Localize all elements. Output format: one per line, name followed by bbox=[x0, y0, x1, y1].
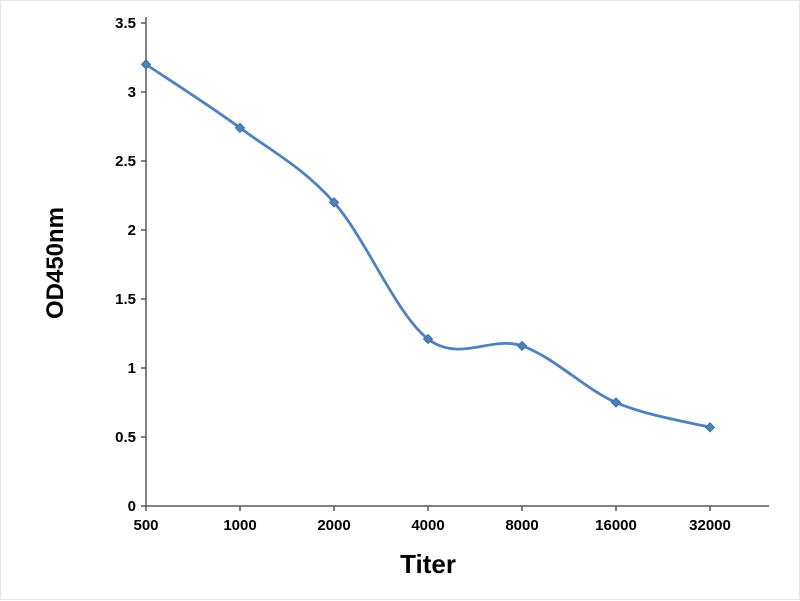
y-tick-label: 0.5 bbox=[115, 429, 136, 446]
y-tick-label: 1.5 bbox=[115, 291, 136, 308]
plot-area: 0 0.5 1 1.5 2 2.5 3 3.5 500 1000 2000 4000 8000 16000… bbox=[115, 15, 769, 534]
x-tick-label: 8000 bbox=[505, 517, 538, 534]
x-tick-label: 32000 bbox=[689, 517, 731, 534]
data-point-marker bbox=[516, 340, 528, 352]
y-tick-label: 3.5 bbox=[115, 15, 136, 32]
x-tick-label: 16000 bbox=[595, 517, 637, 534]
y-axis-title: OD450nm bbox=[42, 207, 69, 319]
x-tick-label: 4000 bbox=[411, 517, 444, 534]
y-tick-label: 3 bbox=[128, 84, 136, 101]
series-line bbox=[144, 63, 712, 429]
data-point-marker bbox=[234, 122, 246, 134]
x-tick-label: 2000 bbox=[317, 517, 350, 534]
x-tick-label: 1000 bbox=[223, 517, 256, 534]
y-tick-label: 2 bbox=[128, 222, 136, 239]
data-point-marker bbox=[140, 59, 152, 70]
y-tick-label: 1 bbox=[128, 360, 136, 377]
data-point-marker bbox=[610, 397, 622, 408]
x-axis-title: Titer bbox=[400, 549, 456, 579]
data-point-marker bbox=[704, 422, 716, 433]
y-tick-label: 0 bbox=[128, 498, 136, 515]
data-point-marker bbox=[422, 333, 434, 345]
data-point-marker bbox=[328, 197, 340, 208]
x-tick-label: 500 bbox=[133, 517, 158, 534]
y-tick-label: 2.5 bbox=[115, 153, 136, 170]
